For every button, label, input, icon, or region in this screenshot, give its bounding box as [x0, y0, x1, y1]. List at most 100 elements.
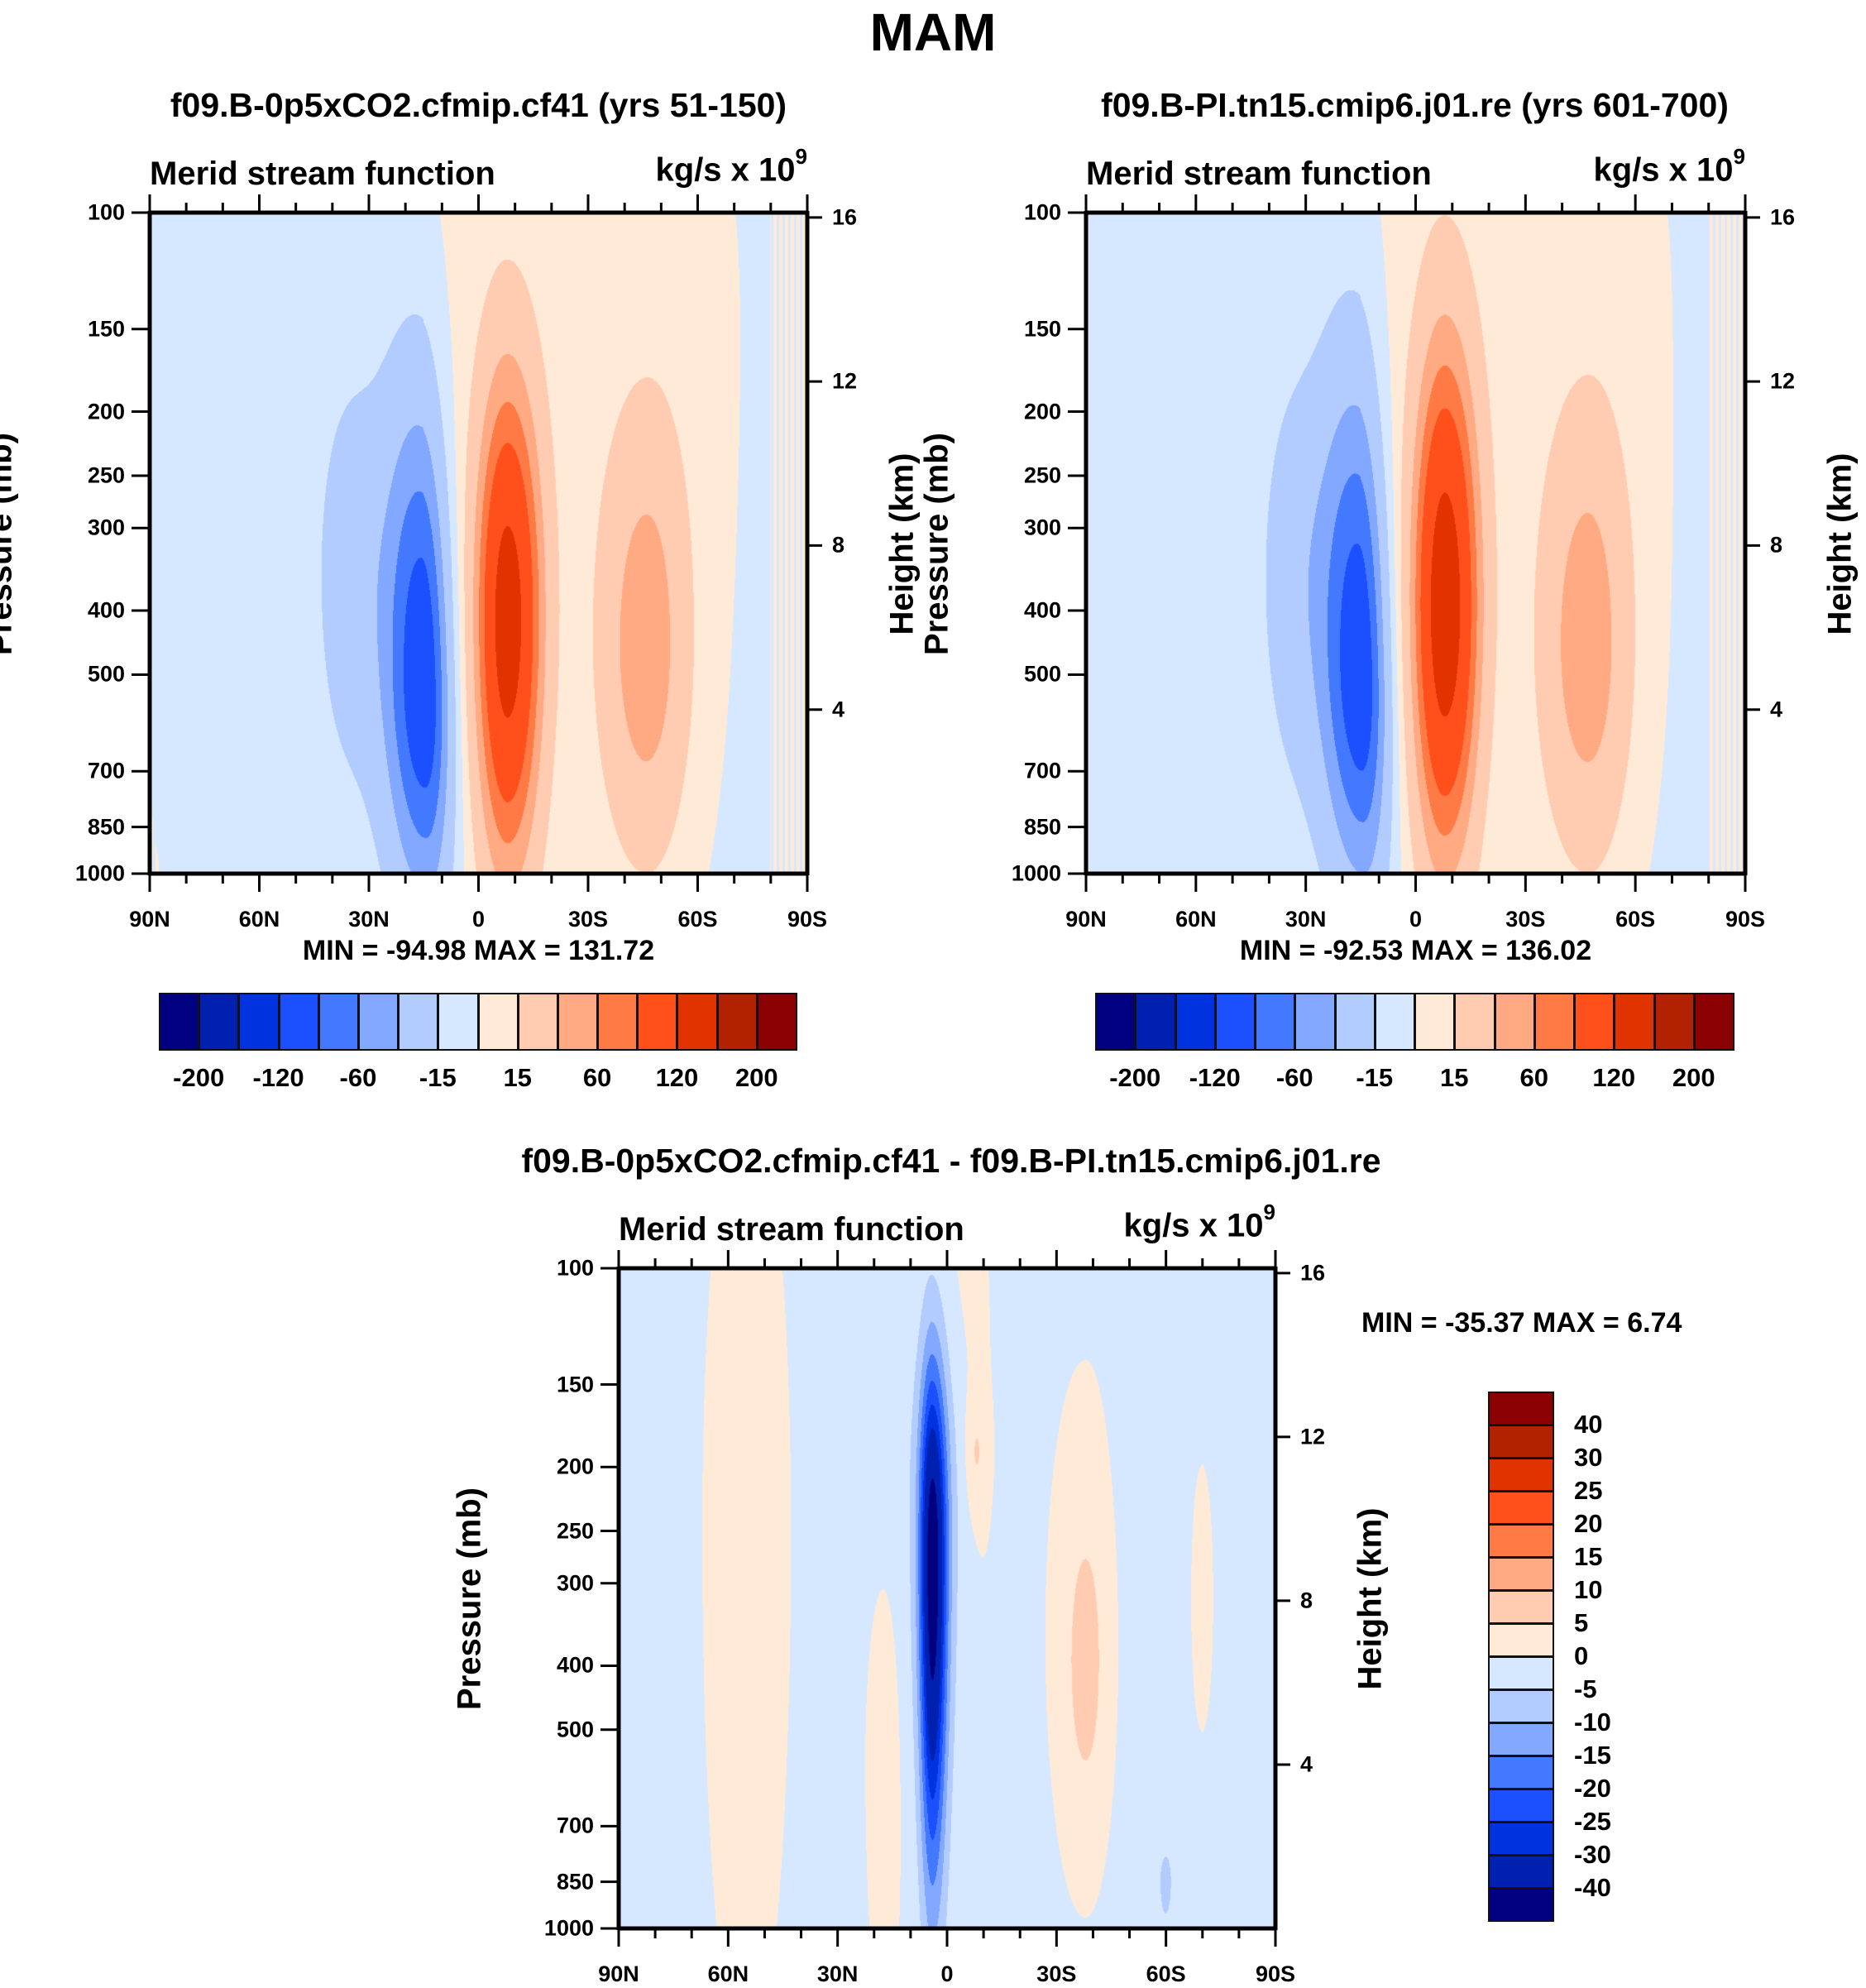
colorbar-box — [238, 993, 280, 1051]
y-tick-label: 100 — [556, 1255, 594, 1281]
y-tick-label: 300 — [87, 515, 125, 540]
contour-field-control — [1086, 213, 1745, 874]
colorbar-box — [1488, 1491, 1554, 1525]
units-label-test: kg/s x 109 — [559, 144, 807, 189]
colorbar-box — [438, 993, 479, 1051]
colorbar-box — [677, 993, 718, 1051]
y-tick-label: 300 — [556, 1570, 594, 1596]
colorbar-box — [1494, 993, 1535, 1051]
colorbar-box — [477, 993, 519, 1051]
height-tick-label: 8 — [1300, 1588, 1313, 1613]
colorbar-box — [1135, 993, 1176, 1051]
colorbar-box — [517, 993, 558, 1051]
height-tick-label: 16 — [1770, 204, 1796, 230]
colorbar-box — [1574, 993, 1615, 1051]
colorbar-box — [1488, 1656, 1554, 1690]
height-tick-label: 4 — [1770, 697, 1783, 722]
minmax-test: MIN = -94.98 MAX = 131.72 — [302, 935, 655, 966]
colorbar-label: 15 — [503, 1063, 532, 1092]
colorbar-box — [1533, 993, 1575, 1051]
panel-title-control: f09.B-PI.tn15.cmip6.j01.re (yrs 601-700) — [1101, 86, 1729, 124]
colorbar-label: 200 — [734, 1063, 778, 1092]
colorbar-label: -60 — [1275, 1063, 1313, 1092]
units-exponent: 9 — [1733, 144, 1745, 169]
colorbar-label: -15 — [1574, 1741, 1611, 1770]
height-tick-label: 8 — [832, 532, 845, 558]
colorbar-box — [199, 993, 240, 1051]
y-tick-label: 1000 — [1011, 860, 1061, 886]
y-tick-label: 400 — [1023, 597, 1061, 623]
colorbar-label: 200 — [1672, 1063, 1715, 1092]
height-tick-label: 16 — [832, 204, 858, 230]
colorbar-box — [1488, 1524, 1554, 1558]
colorbar-label: 60 — [1519, 1063, 1548, 1092]
colorbar-label: 25 — [1574, 1476, 1603, 1505]
x-tick-label: 90N — [129, 907, 170, 932]
y-tick-label: 100 — [1023, 199, 1061, 225]
colorbar-label: -25 — [1574, 1807, 1611, 1836]
colorbar-box — [1488, 1855, 1554, 1889]
y-tick-label: 1000 — [543, 1915, 594, 1941]
colorbar-box — [357, 993, 400, 1051]
x-tick-label: 30N — [816, 1962, 859, 1986]
colorbar-box — [278, 993, 319, 1051]
x-tick-label: 90N — [598, 1962, 639, 1986]
y-tick-label: 500 — [556, 1717, 594, 1742]
y-tick-label: 500 — [1023, 661, 1061, 687]
colorbar-label: -120 — [252, 1063, 304, 1092]
colorbar-box — [1454, 993, 1495, 1051]
colorbar-label: 60 — [582, 1063, 612, 1092]
panel-title-difference: f09.B-0p5xCO2.cfmip.cf41 - f09.B-PI.tn15… — [521, 1142, 1381, 1180]
y-tick-label: 1000 — [74, 860, 125, 886]
colorbar-box — [1614, 993, 1655, 1051]
colorbar-label: 10 — [1574, 1575, 1603, 1604]
y-tick-label: 700 — [556, 1813, 594, 1838]
x-tick-label: 90S — [787, 907, 828, 932]
left-string-test: Merid stream function — [150, 156, 495, 192]
height-tick-label: 4 — [832, 697, 845, 722]
colorbar-box — [1488, 1557, 1554, 1591]
colorbar-box — [597, 993, 639, 1051]
minmax-control: MIN = -92.53 MAX = 136.02 — [1239, 935, 1592, 966]
colorbar-box — [1488, 1458, 1554, 1492]
colorbar-box — [1693, 993, 1734, 1051]
y-tick-label: 850 — [1023, 814, 1061, 840]
x-tick-label: 30S — [1505, 907, 1546, 932]
colorbar-label: -200 — [173, 1063, 225, 1092]
y-tick-label: 400 — [556, 1652, 594, 1678]
units-text: kg/s x 10 — [655, 151, 796, 189]
x-tick-label: 30S — [1036, 1962, 1077, 1986]
x-tick-label: 60N — [707, 1962, 749, 1986]
x-tick-label: 60S — [1146, 1962, 1186, 1986]
colorbar-box — [398, 993, 439, 1051]
y-tick-label: 700 — [1023, 758, 1061, 783]
colorbar-box — [1334, 993, 1376, 1051]
x-tick-label: 30N — [348, 907, 390, 932]
colorbar-label: 20 — [1574, 1509, 1603, 1538]
colorbar-box — [1488, 1689, 1554, 1723]
colorbar-box — [1488, 1756, 1554, 1789]
colorbar-box — [1488, 1623, 1554, 1657]
colorbar-label: -5 — [1574, 1674, 1597, 1703]
colorbar-box — [159, 993, 200, 1051]
colorbar-label: -120 — [1189, 1063, 1241, 1092]
y-tick-label: 150 — [87, 316, 125, 342]
height-tick-label: 8 — [1770, 532, 1783, 558]
colorbar-box — [1214, 993, 1256, 1051]
y-tick-label: 700 — [87, 758, 125, 783]
figure-title: MAM — [869, 2, 997, 62]
units-exponent: 9 — [795, 144, 807, 169]
x-tick-label: 90S — [1725, 907, 1766, 932]
y-tick-label: 850 — [556, 1869, 594, 1895]
y-tick-label: 250 — [556, 1518, 594, 1544]
y-tick-label: 300 — [1023, 515, 1061, 540]
left-string-difference: Merid stream function — [619, 1211, 964, 1248]
y-tick-label: 850 — [87, 814, 125, 840]
colorbar-box — [637, 993, 678, 1051]
x-tick-label: 0 — [471, 907, 486, 932]
y-tick-label: 250 — [87, 462, 125, 488]
minmax-difference: MIN = -35.37 MAX = 6.74 — [1361, 1307, 1682, 1339]
height-tick-label: 12 — [1300, 1424, 1326, 1449]
